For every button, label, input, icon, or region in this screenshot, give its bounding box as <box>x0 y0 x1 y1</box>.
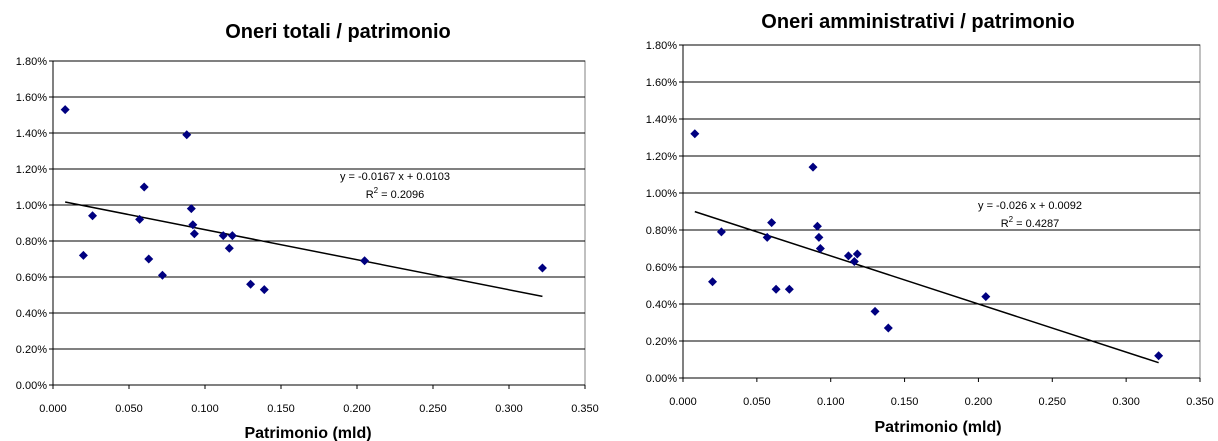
x-tick-label: 0.350 <box>571 403 599 415</box>
y-tick-label: 0.00% <box>646 373 677 385</box>
data-point <box>186 204 196 214</box>
y-tick-label: 1.40% <box>16 128 47 140</box>
data-point <box>259 285 269 295</box>
trendline <box>65 201 543 298</box>
data-point <box>716 227 726 237</box>
y-tick-label: 1.20% <box>646 151 677 163</box>
data-point <box>182 130 192 140</box>
data-point <box>227 231 237 241</box>
x-tick-label: 0.250 <box>1039 396 1067 408</box>
y-tick-label: 0.00% <box>16 380 47 392</box>
x-tick-label: 0.000 <box>669 396 697 408</box>
data-point <box>360 256 370 266</box>
y-tick-label: 1.40% <box>646 114 677 126</box>
plot-frame <box>52 60 586 386</box>
x-tick-label: 0.200 <box>343 403 371 415</box>
y-tick-label: 0.20% <box>16 344 47 356</box>
x-tick-label: 0.300 <box>495 403 523 415</box>
data-point <box>784 284 794 294</box>
x-tick-label: 0.150 <box>891 396 919 408</box>
data-point <box>690 129 700 139</box>
x-tick-label: 0.150 <box>267 403 295 415</box>
data-point <box>870 306 880 316</box>
data-point <box>762 232 772 242</box>
x-tick-label: 0.100 <box>817 396 845 408</box>
data-point <box>537 263 547 273</box>
x-tick-label: 0.050 <box>115 403 143 415</box>
plot-area: 0.00% 0.20% 0.40% 0.60% 0.80% 1.00% 1.20% 1.40%… <box>646 40 1214 408</box>
x-tick-label: 0.100 <box>191 403 219 415</box>
data-point <box>812 221 822 231</box>
data-point <box>814 232 824 242</box>
y-tick-label: 0.60% <box>16 272 47 284</box>
y-tick-label: 0.20% <box>646 336 677 348</box>
trendline-equation: y = -0.0167 x + 0.0103 <box>340 171 450 183</box>
y-tick-label: 1.80% <box>646 40 677 52</box>
data-point <box>1154 351 1164 361</box>
y-tick-label: 1.00% <box>646 188 677 200</box>
data-point <box>843 251 853 261</box>
y-tick-label: 1.20% <box>16 164 47 176</box>
data-point <box>157 270 167 280</box>
data-point <box>708 277 718 287</box>
y-tick-label: 1.80% <box>16 56 47 68</box>
data-point <box>852 249 862 259</box>
x-tick-label: 0.350 <box>1186 396 1214 408</box>
data-point <box>771 284 781 294</box>
r-squared-label: R2 = 0.2096 <box>366 186 425 201</box>
data-point <box>60 105 70 115</box>
data-point <box>767 218 777 228</box>
plot-frame <box>682 44 1201 379</box>
x-tick-label: 0.250 <box>419 403 447 415</box>
data-point <box>139 182 149 192</box>
x-tick-label: 0.000 <box>39 403 67 415</box>
data-point <box>849 256 859 266</box>
data-point <box>815 244 825 253</box>
data-point <box>981 292 991 302</box>
data-point <box>144 254 154 264</box>
data-point <box>218 231 228 241</box>
y-tick-label: 0.80% <box>16 236 47 248</box>
trendline <box>694 210 1159 364</box>
y-tick-label: 1.00% <box>16 200 47 212</box>
y-tick-label: 0.60% <box>646 262 677 274</box>
data-point <box>883 323 893 333</box>
x-axis-label: Patrimonio (mld) <box>874 419 1001 436</box>
y-tick-label: 1.60% <box>646 77 677 89</box>
y-tick-label: 1.60% <box>16 92 47 104</box>
data-point <box>135 214 145 224</box>
y-tick-label: 0.40% <box>646 299 677 311</box>
y-tick-label: 0.40% <box>16 308 47 320</box>
data-point <box>224 243 234 253</box>
x-tick-label: 0.200 <box>965 396 993 408</box>
chart-title: Oneri totali / patrimonio <box>225 21 451 43</box>
data-point <box>808 162 818 172</box>
chart-title: Oneri amministrativi / patrimonio <box>761 11 1074 33</box>
data-point <box>78 250 88 260</box>
x-tick-label: 0.050 <box>743 396 771 408</box>
plot-area: 0.00% 0.20% 0.40% 0.60% 0.80% 1.00% 1.20% 1.40%… <box>16 56 599 415</box>
y-tick-label: 0.80% <box>646 225 677 237</box>
data-point <box>246 279 256 289</box>
x-axis-label: Patrimonio (mld) <box>244 425 371 441</box>
data-point <box>189 229 199 239</box>
data-point <box>188 220 198 230</box>
r-squared-label: R2 = 0.4287 <box>1001 215 1060 230</box>
x-tick-label: 0.300 <box>1112 396 1140 408</box>
data-point <box>88 211 98 221</box>
trendline-equation: y = -0.026 x + 0.0092 <box>978 200 1082 212</box>
